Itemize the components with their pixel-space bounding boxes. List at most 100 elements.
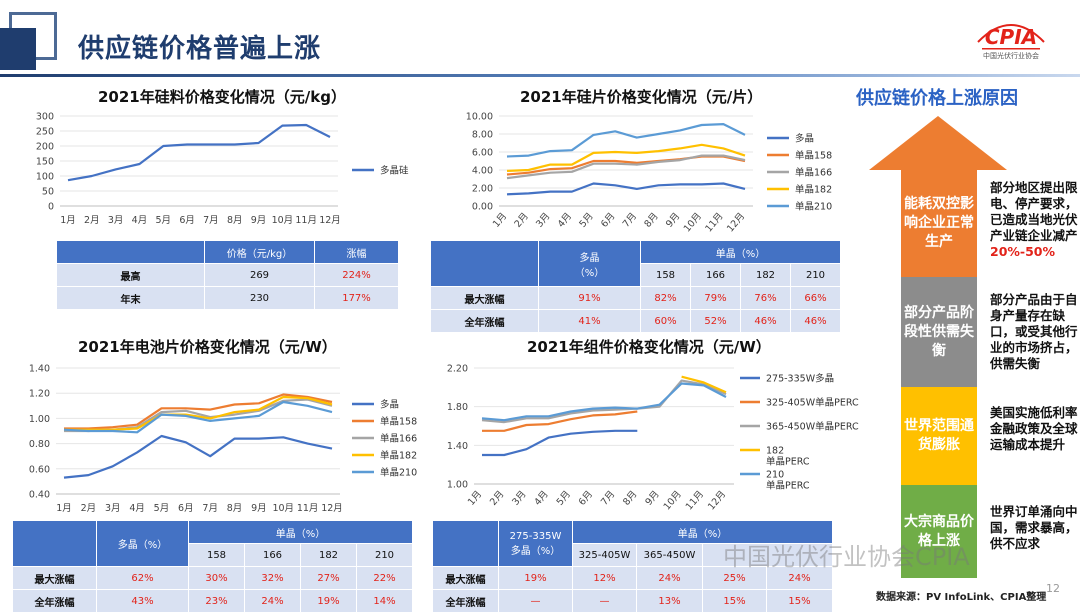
legend-label: 单晶158 <box>795 150 832 162</box>
chart-title-cell: 2021年电池片价格变化情况（元/W） <box>78 338 337 356</box>
legend-label: 多晶 <box>380 399 399 411</box>
x-tick-label: 8月 <box>227 503 243 514</box>
table-cell: 14% <box>355 589 414 613</box>
chart-title-silicon: 2021年硅料价格变化情况（元/kg） <box>98 88 346 106</box>
row-label: 年末 <box>56 286 205 310</box>
table-cell: 30% <box>188 566 245 590</box>
table-cell: 224% <box>314 263 399 287</box>
table-header: 价格（元/kg） <box>204 240 315 264</box>
x-tick-label: 9月 <box>251 503 267 514</box>
row-label: 最高 <box>56 263 205 287</box>
x-tick-label: 4月 <box>532 489 550 508</box>
x-tick-label: 2月 <box>84 215 100 226</box>
x-tick-label: 10月 <box>272 215 294 226</box>
table-cell: 269 <box>204 263 315 287</box>
y-tick-label: 2.20 <box>447 364 468 375</box>
reason-4-label: 大宗商品价格上涨 <box>901 485 977 578</box>
table-cell: 19% <box>300 589 357 613</box>
x-tick-label: 12月 <box>725 211 747 235</box>
table-cell: 22% <box>355 566 414 590</box>
reason-4-text: 世界订单涌向中国，需求暴高，供不应求 <box>990 504 1078 551</box>
table-cell: 12% <box>572 566 637 590</box>
series-line <box>506 143 746 172</box>
table-cell: 66% <box>789 286 842 310</box>
series-line <box>506 182 746 196</box>
series-line <box>506 154 746 180</box>
legend-label: 275-335W多晶 <box>766 373 834 385</box>
x-tick-label: 10月 <box>272 503 294 514</box>
table-header: 涨幅 <box>314 240 399 264</box>
x-tick-label: 7月 <box>203 215 219 226</box>
series-line <box>506 123 746 158</box>
x-tick-label: 9月 <box>643 489 661 508</box>
table-subheader: 210 <box>355 543 414 567</box>
wafer-table: 多晶 （%） 单晶（%） 158 166 182 210 最大涨幅 91% 82… <box>430 240 842 333</box>
row-label: 全年涨幅 <box>432 589 499 613</box>
table-cell: 24% <box>636 566 703 590</box>
table-subheader: 182 <box>740 263 791 287</box>
table-row: 全年涨幅 — — 13% 15% 15% <box>432 589 834 613</box>
x-tick-label: 12月 <box>321 503 343 514</box>
arrow-head <box>869 116 1007 170</box>
table-cell: 230 <box>204 286 315 310</box>
x-tick-label: 8月 <box>621 489 639 508</box>
y-tick-label: 1.40 <box>29 364 50 375</box>
series-line <box>481 379 727 424</box>
logo-subtext: 中国光伏行业协会 <box>983 51 1039 60</box>
table-subheader: 158 <box>188 543 245 567</box>
row-label: 最大涨幅 <box>432 566 499 590</box>
table-header <box>12 520 97 567</box>
x-tick-label: 11月 <box>297 503 319 514</box>
table-cell: 41% <box>538 309 641 333</box>
table-subheader: 325-405W <box>572 543 637 567</box>
row-label: 最大涨幅 <box>430 286 539 310</box>
legend-label: 单晶166 <box>380 433 417 445</box>
table-cell: 27% <box>300 566 357 590</box>
module-price-chart: 1.00 1.40 1.80 2.20 1月 2月 3月 4月 5月 6月 7月 8月 9月 10月 11月… <box>447 364 859 513</box>
x-tick-label: 4月 <box>129 503 145 514</box>
table-cell: 62% <box>96 566 189 590</box>
legend-label: 单晶182 <box>380 450 417 462</box>
y-tick-label: 0 <box>48 202 54 213</box>
table-cell: 15% <box>765 589 834 613</box>
table-header: 单晶（%） <box>187 520 414 544</box>
x-tick-label: 1月 <box>491 211 509 230</box>
title-rule <box>0 74 1080 77</box>
legend-label: 325-405W单晶PERC <box>766 397 859 409</box>
reason-3-label: 世界范围通货膨胀 <box>901 387 977 485</box>
y-tick-label: 0.60 <box>29 464 50 475</box>
series-line <box>63 434 333 479</box>
logo-text: CPIA <box>985 25 1037 49</box>
reason-2-text: 部分产品由于自身产量存在缺口，或受其他行业的市场挤占，供需失衡 <box>990 292 1078 371</box>
y-tick-label: 300 <box>36 112 54 123</box>
table-row: 最高 269 224% <box>56 263 399 287</box>
table-subheader: 166 <box>244 543 301 567</box>
reasons-title: 供应链价格上涨原因 <box>856 88 1018 109</box>
cell-table: 多晶（%） 单晶（%） 158 166 182 210 最大涨幅 62% 30%… <box>12 520 414 613</box>
x-tick-label: 3月 <box>108 215 124 226</box>
reason-1-label: 能耗双控影响企业正常生产 <box>901 169 977 277</box>
x-tick-label: 8月 <box>227 215 243 226</box>
y-tick-label: 1.20 <box>29 389 50 400</box>
x-tick-label: 7月 <box>202 503 218 514</box>
reason-1-highlight: 20%-50% <box>990 244 1056 259</box>
legend-label: 单晶210 <box>795 201 832 213</box>
chart-title-wafer: 2021年硅片价格变化情况（元/片） <box>520 88 763 106</box>
x-tick-label: 3月 <box>534 211 552 230</box>
legend-label: 多晶 <box>795 133 814 145</box>
table-cell: 15% <box>702 589 767 613</box>
table-subheader: 365-450W <box>636 543 703 567</box>
y-tick-label: 0.80 <box>29 439 50 450</box>
page-number: 12 <box>1046 582 1060 595</box>
legend-label: 182 <box>766 446 784 457</box>
table-header <box>430 240 539 287</box>
table-cell: 19% <box>498 566 573 590</box>
legend-label: 多晶硅 <box>380 165 409 177</box>
corner-block <box>0 28 36 70</box>
x-tick-label: 12月 <box>319 215 341 226</box>
y-tick-label: 1.00 <box>447 480 468 491</box>
table-row: 全年涨幅 41% 60% 52% 46% 46% <box>430 309 842 333</box>
table-cell: 24% <box>244 589 301 613</box>
table-header <box>432 520 499 567</box>
reason-2-label: 部分产品阶段性供需失衡 <box>901 277 977 387</box>
